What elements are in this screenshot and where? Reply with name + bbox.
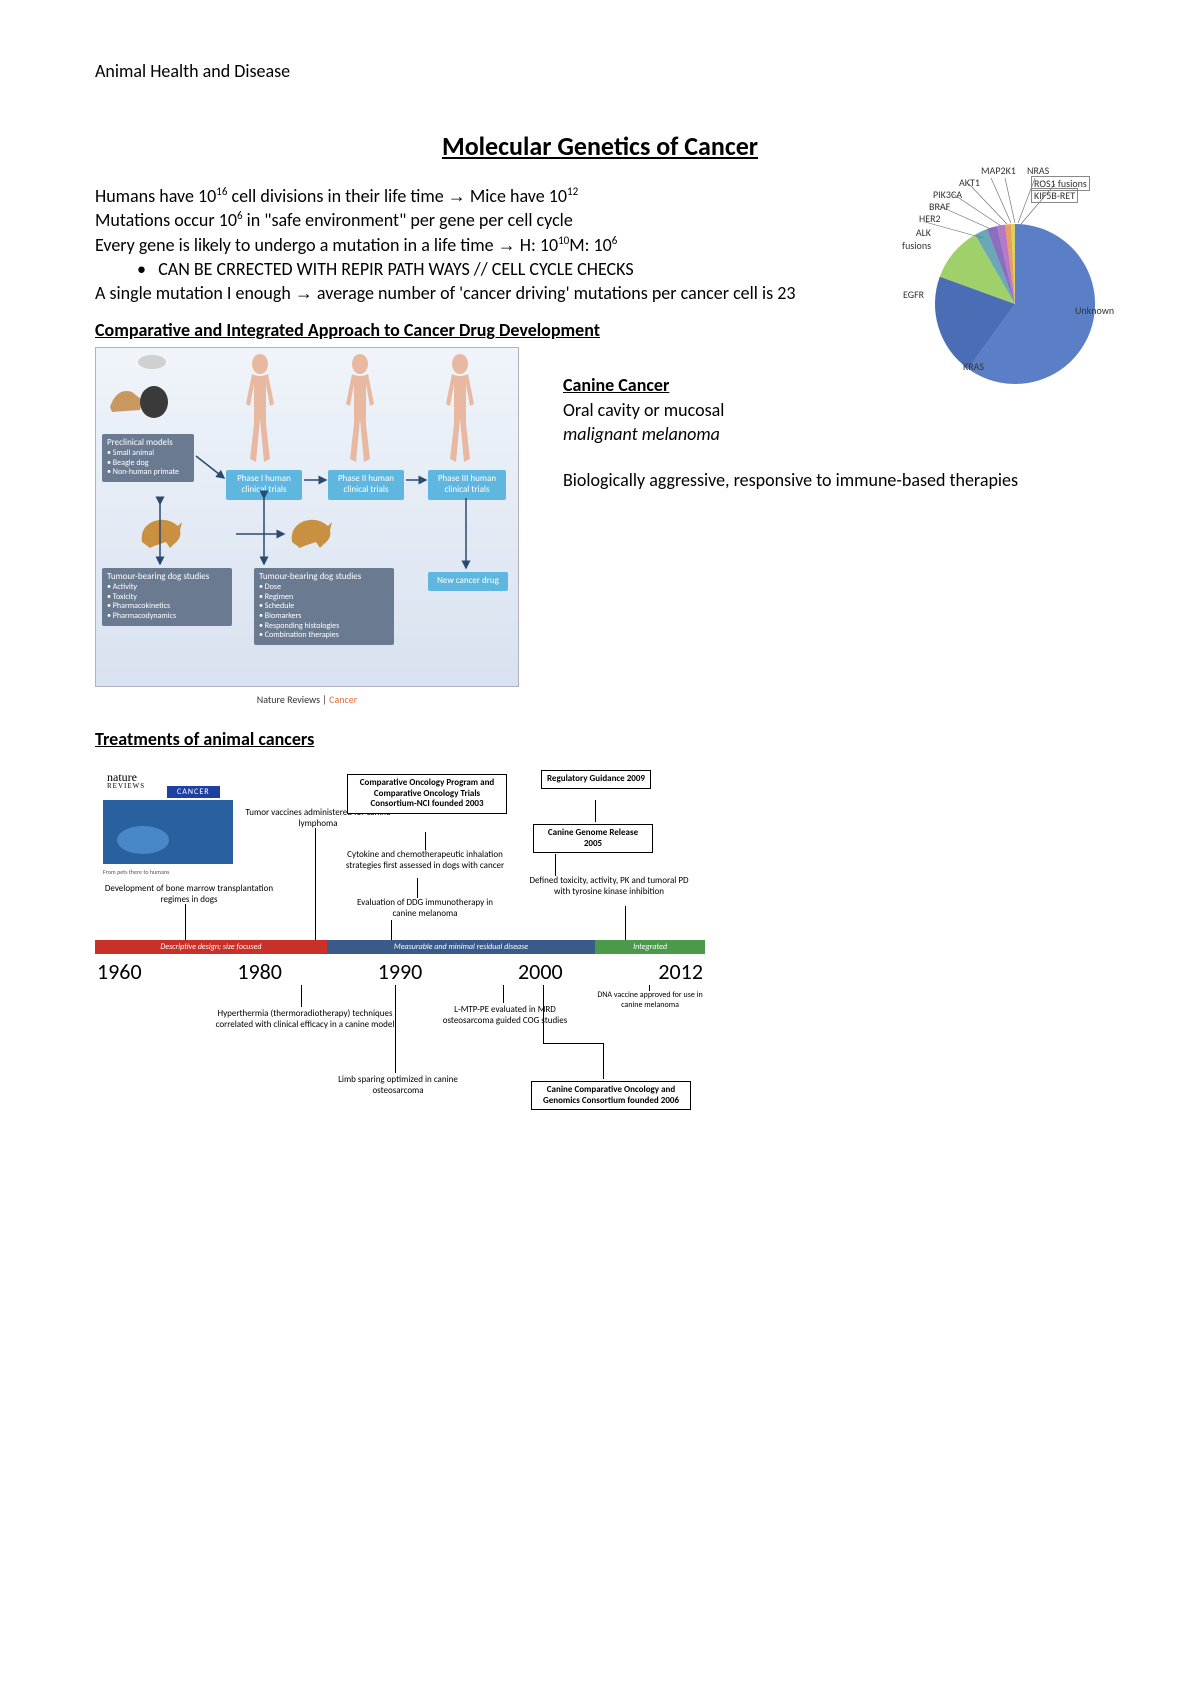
pie-chart: MAP2K1 NRAS AKT1 ROS1 fusions PIK3CA KIF… <box>895 164 1115 394</box>
canine-line-3: Biologically aggressive, responsive to i… <box>563 468 1105 492</box>
timeline-years: 1960 1980 1990 2000 2012 <box>95 958 705 985</box>
comparative-diagram: Preclinical models • Small animal • Beag… <box>95 347 519 687</box>
diagram-credit: Nature Reviews | Cancer <box>95 693 519 706</box>
section-treatments-heading: Treatments of animal cancers <box>95 728 1105 750</box>
canine-line-2: malignant melanoma <box>563 422 1105 446</box>
canine-line-1: Oral cavity or mucosal <box>563 398 1105 422</box>
page-header: Animal Health and Disease <box>95 60 1105 82</box>
timeline-bar: Descriptive design; size focused Measura… <box>95 940 705 954</box>
page-title: Molecular Genetics of Cancer <box>442 130 758 162</box>
timeline-diagram: nature REVIEWS CANCER From pets there to… <box>95 770 705 1145</box>
